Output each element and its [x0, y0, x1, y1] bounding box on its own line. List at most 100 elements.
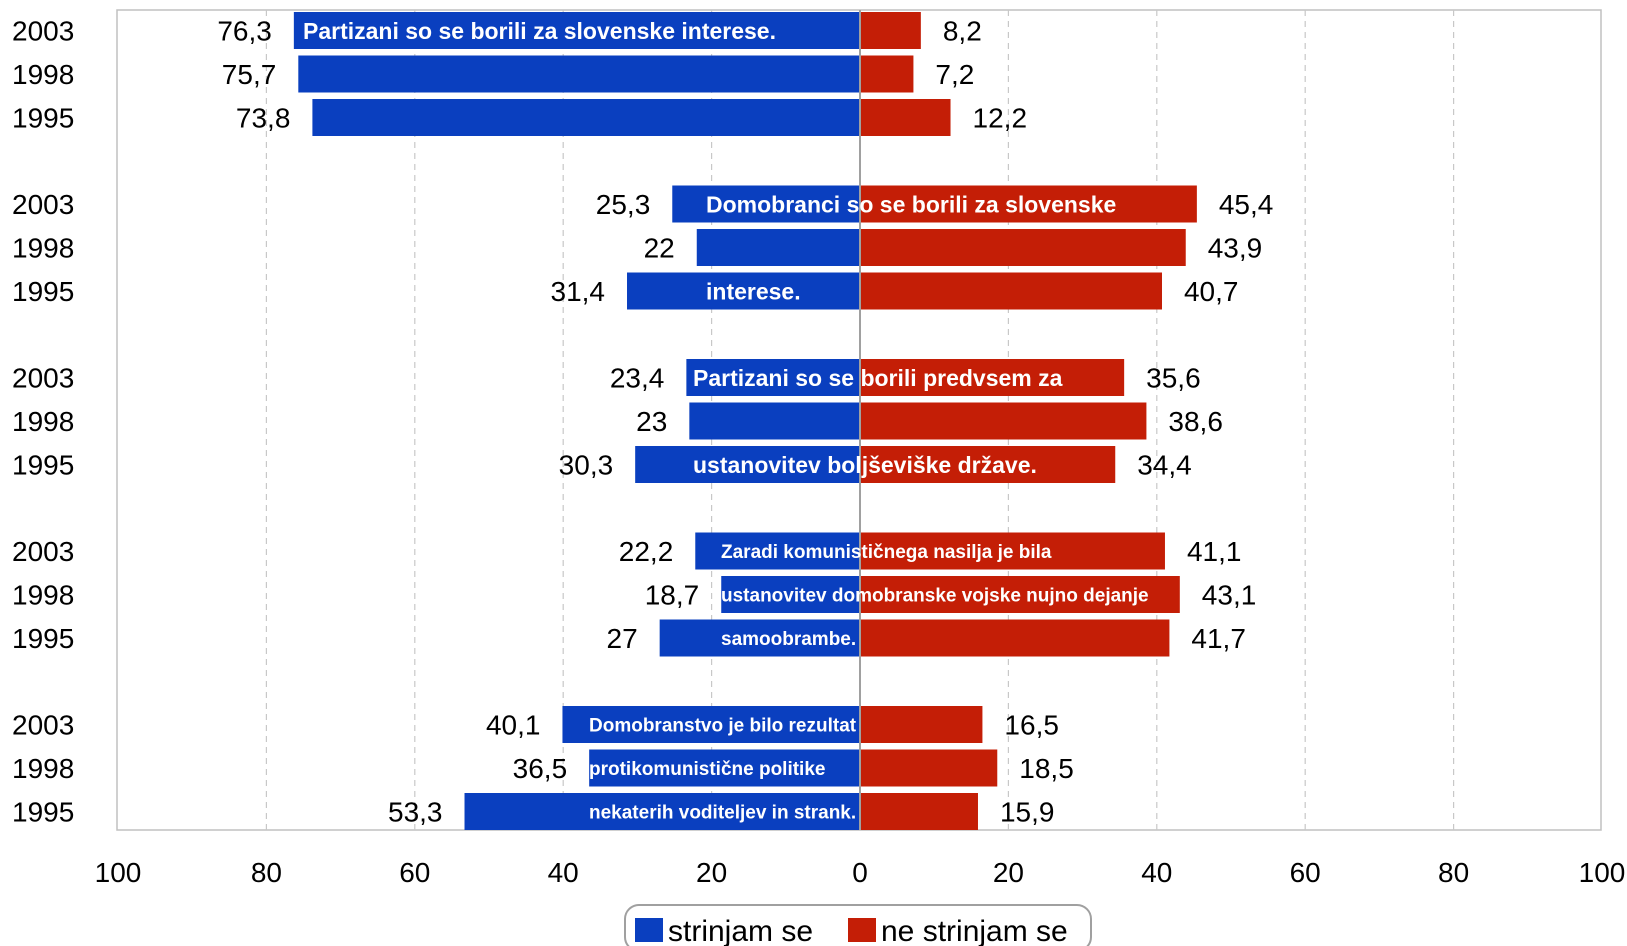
x-tick-label: 80 [1438, 857, 1469, 888]
statement-text: ustanovitev domobranske vojske nujno dej… [721, 585, 1149, 606]
year-label: 1995 [12, 623, 74, 654]
data-label-disagree: 35,6 [1146, 363, 1201, 394]
bar-agree [464, 793, 860, 830]
year-label: 2003 [12, 536, 74, 567]
year-label: 1998 [12, 753, 74, 784]
data-label-disagree: 45,4 [1219, 189, 1274, 220]
data-label-agree: 40,1 [486, 710, 541, 741]
bar-agree [659, 619, 860, 657]
x-tick-label: 100 [1579, 857, 1626, 888]
statement-text: ustanovitev boljševiške države. [693, 452, 1037, 478]
data-labels: 76,3 8,2 75,7 7,2 73,8 12,2 25,3 45,4 22 43,9 31,4… [217, 16, 1273, 828]
data-label-disagree: 41,1 [1187, 536, 1242, 567]
bar-disagree [860, 576, 1180, 613]
bar-disagree [860, 55, 914, 93]
data-label-agree: 53,3 [388, 797, 443, 828]
year-label: 2003 [12, 189, 74, 220]
bar-disagree [860, 272, 1162, 310]
year-label: 2003 [12, 16, 74, 47]
data-label-disagree: 38,6 [1168, 406, 1223, 437]
x-tick-label: 80 [251, 857, 282, 888]
bar-disagree [860, 749, 998, 787]
bar-agree [689, 402, 860, 440]
statement-text: protikomunistične politike [589, 759, 825, 780]
legend: strinjam se ne strinjam se [624, 904, 1092, 946]
bar-agree [293, 12, 860, 49]
x-tick-label: 100 [95, 857, 142, 888]
year-label: 1995 [12, 103, 74, 134]
bar-agree [721, 576, 860, 613]
x-tick-label: 60 [1290, 857, 1321, 888]
bars [293, 12, 1197, 830]
year-label: 1995 [12, 450, 74, 481]
data-label-agree: 27 [607, 623, 638, 654]
data-label-disagree: 16,5 [1004, 710, 1058, 741]
bar-disagree [860, 359, 1125, 396]
data-label-agree: 22,2 [619, 536, 674, 567]
bar-disagree [860, 446, 1116, 483]
data-label-agree: 23,4 [610, 363, 665, 394]
year-label: 1998 [12, 233, 74, 264]
bar-agree [672, 185, 860, 223]
statement-text: Zaradi komunističnega nasilja je bila [721, 542, 1052, 563]
x-tick-label: 60 [399, 857, 430, 888]
data-label-disagree: 34,4 [1137, 450, 1192, 481]
statement-text: Partizani so se borili za slovenske inte… [303, 18, 776, 44]
bar-agree [686, 359, 860, 396]
data-label-disagree: 43,1 [1202, 580, 1257, 611]
x-tick-label: 40 [1141, 857, 1172, 888]
statement-text: Domobranstvo je bilo rezultat [589, 715, 857, 736]
data-label-agree: 18,7 [645, 580, 700, 611]
bar-agree [562, 706, 860, 743]
x-tick-label: 0 [852, 857, 868, 888]
data-label-agree: 31,4 [551, 276, 606, 307]
year-label: 2003 [12, 710, 74, 741]
statement-text: interese. [706, 278, 801, 304]
legend-swatch-agree [635, 918, 663, 942]
year-label: 1998 [12, 59, 74, 90]
x-tick-label: 20 [696, 857, 727, 888]
year-label: 1998 [12, 580, 74, 611]
bar-disagree [860, 619, 1170, 657]
year-label: 1995 [12, 797, 74, 828]
x-axis-ticks: 100 80 60 40 20 0 20 40 60 80 100 [95, 857, 1626, 888]
data-label-agree: 30,3 [559, 450, 614, 481]
x-tick-label: 20 [993, 857, 1024, 888]
year-label: 1995 [12, 276, 74, 307]
year-label: 2003 [12, 363, 74, 394]
bar-agree [298, 55, 860, 93]
data-label-agree: 76,3 [217, 16, 272, 47]
bar-agree [627, 272, 860, 310]
data-label-disagree: 18,5 [1019, 753, 1074, 784]
year-labels: 2003 1998 1995 2003 1998 1995 2003 1998 1995 2003… [12, 16, 74, 828]
year-label: 1998 [12, 406, 74, 437]
data-label-disagree: 40,7 [1184, 276, 1239, 307]
bar-disagree [860, 185, 1197, 223]
bar-disagree [860, 12, 921, 49]
data-label-agree: 36,5 [513, 753, 568, 784]
data-label-disagree: 41,7 [1191, 623, 1246, 654]
data-label-disagree: 43,9 [1208, 233, 1263, 264]
statement-text: Partizani so se borili predvsem za [693, 365, 1063, 391]
statement-text: samoobrambe. [721, 629, 856, 650]
data-label-disagree: 8,2 [943, 16, 982, 47]
legend-swatch-disagree [848, 918, 876, 942]
bar-agree [589, 749, 860, 787]
bar-agree [635, 446, 860, 483]
bar-disagree [860, 402, 1147, 440]
data-label-agree: 73,8 [236, 103, 291, 134]
bar-disagree [860, 793, 978, 830]
bar-agree [696, 229, 860, 266]
legend-label-agree: strinjam se [668, 915, 813, 946]
statement-text: Domobranci so se borili za slovenske [706, 191, 1116, 217]
bar-disagree [860, 706, 983, 743]
data-label-disagree: 12,2 [973, 103, 1027, 134]
data-label-disagree: 15,9 [1000, 797, 1055, 828]
bar-disagree [860, 229, 1186, 266]
data-label-agree: 25,3 [596, 189, 651, 220]
data-label-disagree: 7,2 [935, 59, 974, 90]
bar-agree [312, 99, 860, 136]
data-label-agree: 22 [644, 233, 675, 264]
x-tick-label: 40 [548, 857, 579, 888]
